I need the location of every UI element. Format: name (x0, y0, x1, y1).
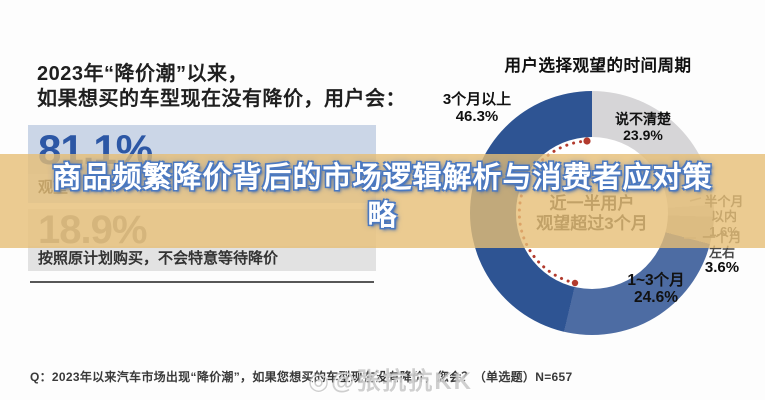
watermark: ◎@张抗抗KK (308, 368, 474, 395)
headline-line2: 略 (367, 200, 398, 232)
slice-pct: 24.6% (634, 289, 678, 306)
slice-label-unclear: 说不清楚 23.9% (615, 111, 671, 143)
slice-label-1-3-months: 1~3个月 24.6% (627, 272, 684, 306)
slice-pct: 3.6% (704, 259, 740, 276)
slice-name: 说不清楚 (615, 111, 671, 127)
survey-question: Q：2023年以来汽车市场出现“降价潮”，如果您想买的车型现在没有降价，您会？（… (30, 370, 573, 384)
slice-name: 3个月以上 (442, 91, 512, 108)
section-divider (30, 281, 374, 283)
slice-name: 1~3个月 (627, 272, 685, 289)
headline-title: 商品频繁降价背后的市场逻辑解析与消费者应对策 略 (33, 159, 733, 235)
headline-banner: 商品频繁降价背后的市场逻辑解析与消费者应对策 略 (0, 154, 765, 248)
stat-label-buy: 按照原计划购买，不会特意等待降价 (28, 246, 376, 271)
donut-chart-title: 用户选择观望的时间周期 (504, 57, 692, 75)
slice-pct: 46.3% (455, 108, 499, 125)
headline-line1: 商品频繁降价背后的市场逻辑解析与消费者应对策 (52, 162, 713, 194)
left-heading: 2023年“降价潮”以来， 如果想买的车型现在没有降价，用户会： (37, 62, 406, 112)
left-heading-line2: 如果想买的车型现在没有降价，用户会： (37, 88, 406, 110)
left-heading-line1: 2023年“降价潮”以来， (37, 63, 248, 85)
slice-label-3plus-months: 3个月以上 46.3% (443, 91, 511, 125)
slice-pct: 23.9% (623, 127, 663, 143)
